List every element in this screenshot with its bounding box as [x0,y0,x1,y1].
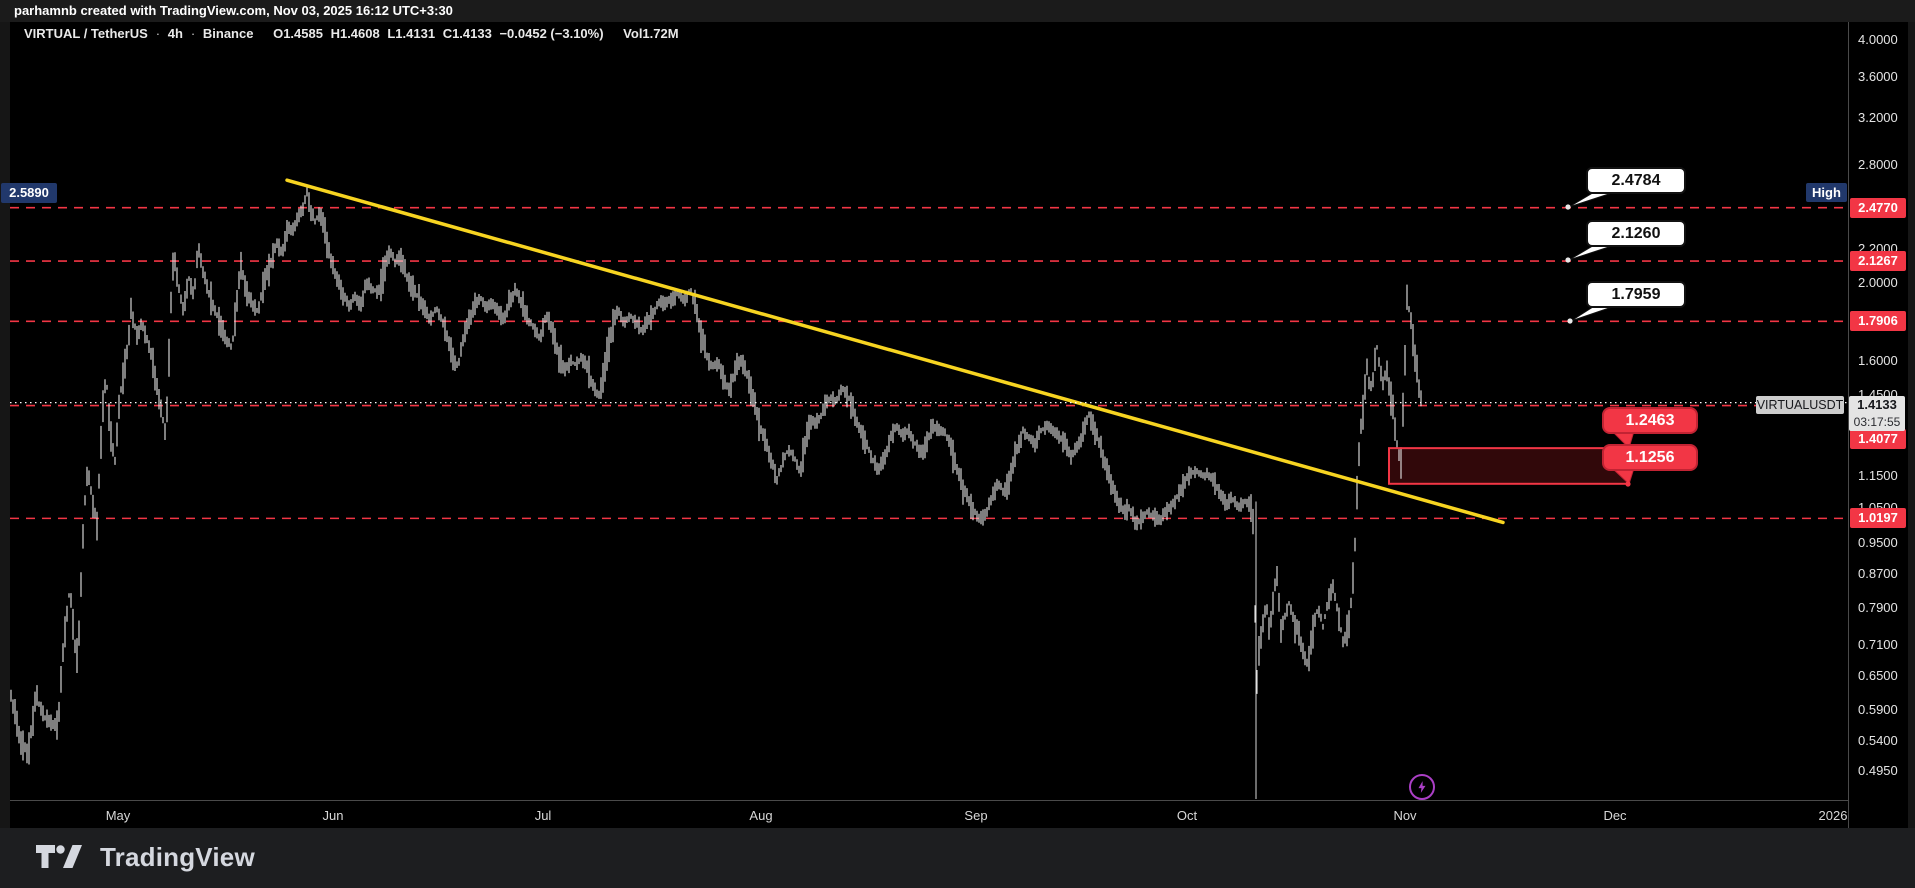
attribution-bar: parhamnb created with TradingView.com, N… [0,0,1915,22]
price-tick-1.6000: 1.6000 [1858,352,1898,368]
price-tick-0.9500: 0.9500 [1858,535,1898,551]
month-label-Sep: Sep [964,808,988,823]
tradingview-logo-icon [36,844,82,868]
price-tick-1.1500: 1.1500 [1858,468,1898,484]
current-price-box[interactable]: 1.4133 03:17:55 [1849,396,1905,431]
price-callout-1.7959[interactable]: 1.7959 [1586,281,1686,308]
price-tick-0.7900: 0.7900 [1858,599,1898,615]
interval[interactable]: 4h [167,26,183,41]
month-label-Oct: Oct [1176,808,1198,823]
level-badge-2.1267: 2.1267 [1850,251,1906,272]
ohlc-high: H1.4608 [330,26,380,41]
price-tick-2.0000: 2.0000 [1858,274,1898,290]
lightning-bolt-glyph [1418,781,1426,793]
month-label-Jul: Jul [534,808,552,823]
bar-countdown: 03:17:55 [1853,415,1901,429]
month-label-May: May [105,808,131,823]
tradingview-brand: TradingView [36,842,255,873]
ohlc-open: O1.4585 [273,26,323,41]
price-tick-0.4950: 0.4950 [1858,763,1898,779]
level-badge-1.4077: 1.4077 [1850,429,1906,449]
price-tick-4.0000: 4.0000 [1858,32,1898,47]
brand-name: TradingView [100,842,255,872]
price-change: −0.0452 (−3.10%) [499,26,604,41]
price-tick-2.8000: 2.8000 [1858,156,1898,172]
price-callout-1.1256[interactable]: 1.1256 [1602,444,1698,471]
price-tick-0.5400: 0.5400 [1858,732,1898,748]
month-label-2026: 2026 [1818,808,1848,823]
high-marker-label: High [1806,183,1847,202]
price-callout-1.2463[interactable]: 1.2463 [1602,407,1698,434]
ohlc-close: C1.4133 [442,26,492,41]
month-label-Jun: Jun [322,808,344,823]
price-tick-0.6500: 0.6500 [1858,667,1898,683]
symbol-name[interactable]: VIRTUAL / TetherUS [24,26,148,41]
symbol-header: VIRTUAL / TetherUS · 4h · Binance O1.4585 … [24,26,679,41]
price-tick-3.2000: 3.2000 [1858,110,1898,126]
level-badge-2.4770: 2.4770 [1850,197,1906,218]
price-tick-3.6000: 3.6000 [1858,68,1898,84]
month-label-Nov: Nov [1393,808,1417,823]
price-callout-2.1260[interactable]: 2.1260 [1586,220,1686,247]
attribution-text: parhamnb created with TradingView.com, N… [14,3,453,18]
time-axis[interactable]: May Jun Jul Aug Sep Oct Nov Dec 2026 [10,800,1848,829]
level-badge-1.7906: 1.7906 [1850,311,1906,332]
price-tick-0.8700: 0.8700 [1858,565,1898,581]
price-tick-0.5900: 0.5900 [1858,701,1898,717]
chart-pane[interactable] [10,22,1848,800]
current-price: 1.4133 [1857,397,1897,412]
high-price-badge: 2.5890 [1,183,57,203]
month-label-Dec: Dec [1603,808,1627,823]
right-margin [1908,22,1915,828]
exchange: Binance [202,26,254,41]
footer: TradingView [0,828,1915,888]
price-callout-2.4784[interactable]: 2.4784 [1586,167,1686,194]
symbol-price-label: VIRTUALUSDT [1756,396,1844,414]
price-tick-0.7100: 0.7100 [1858,637,1898,653]
ohlc-low: L1.4131 [387,26,436,41]
month-label-Aug: Aug [749,808,773,823]
level-badge-1.0197: 1.0197 [1850,508,1906,529]
lightning-icon[interactable] [1409,774,1435,800]
volume: Vol1.72M [623,26,679,41]
